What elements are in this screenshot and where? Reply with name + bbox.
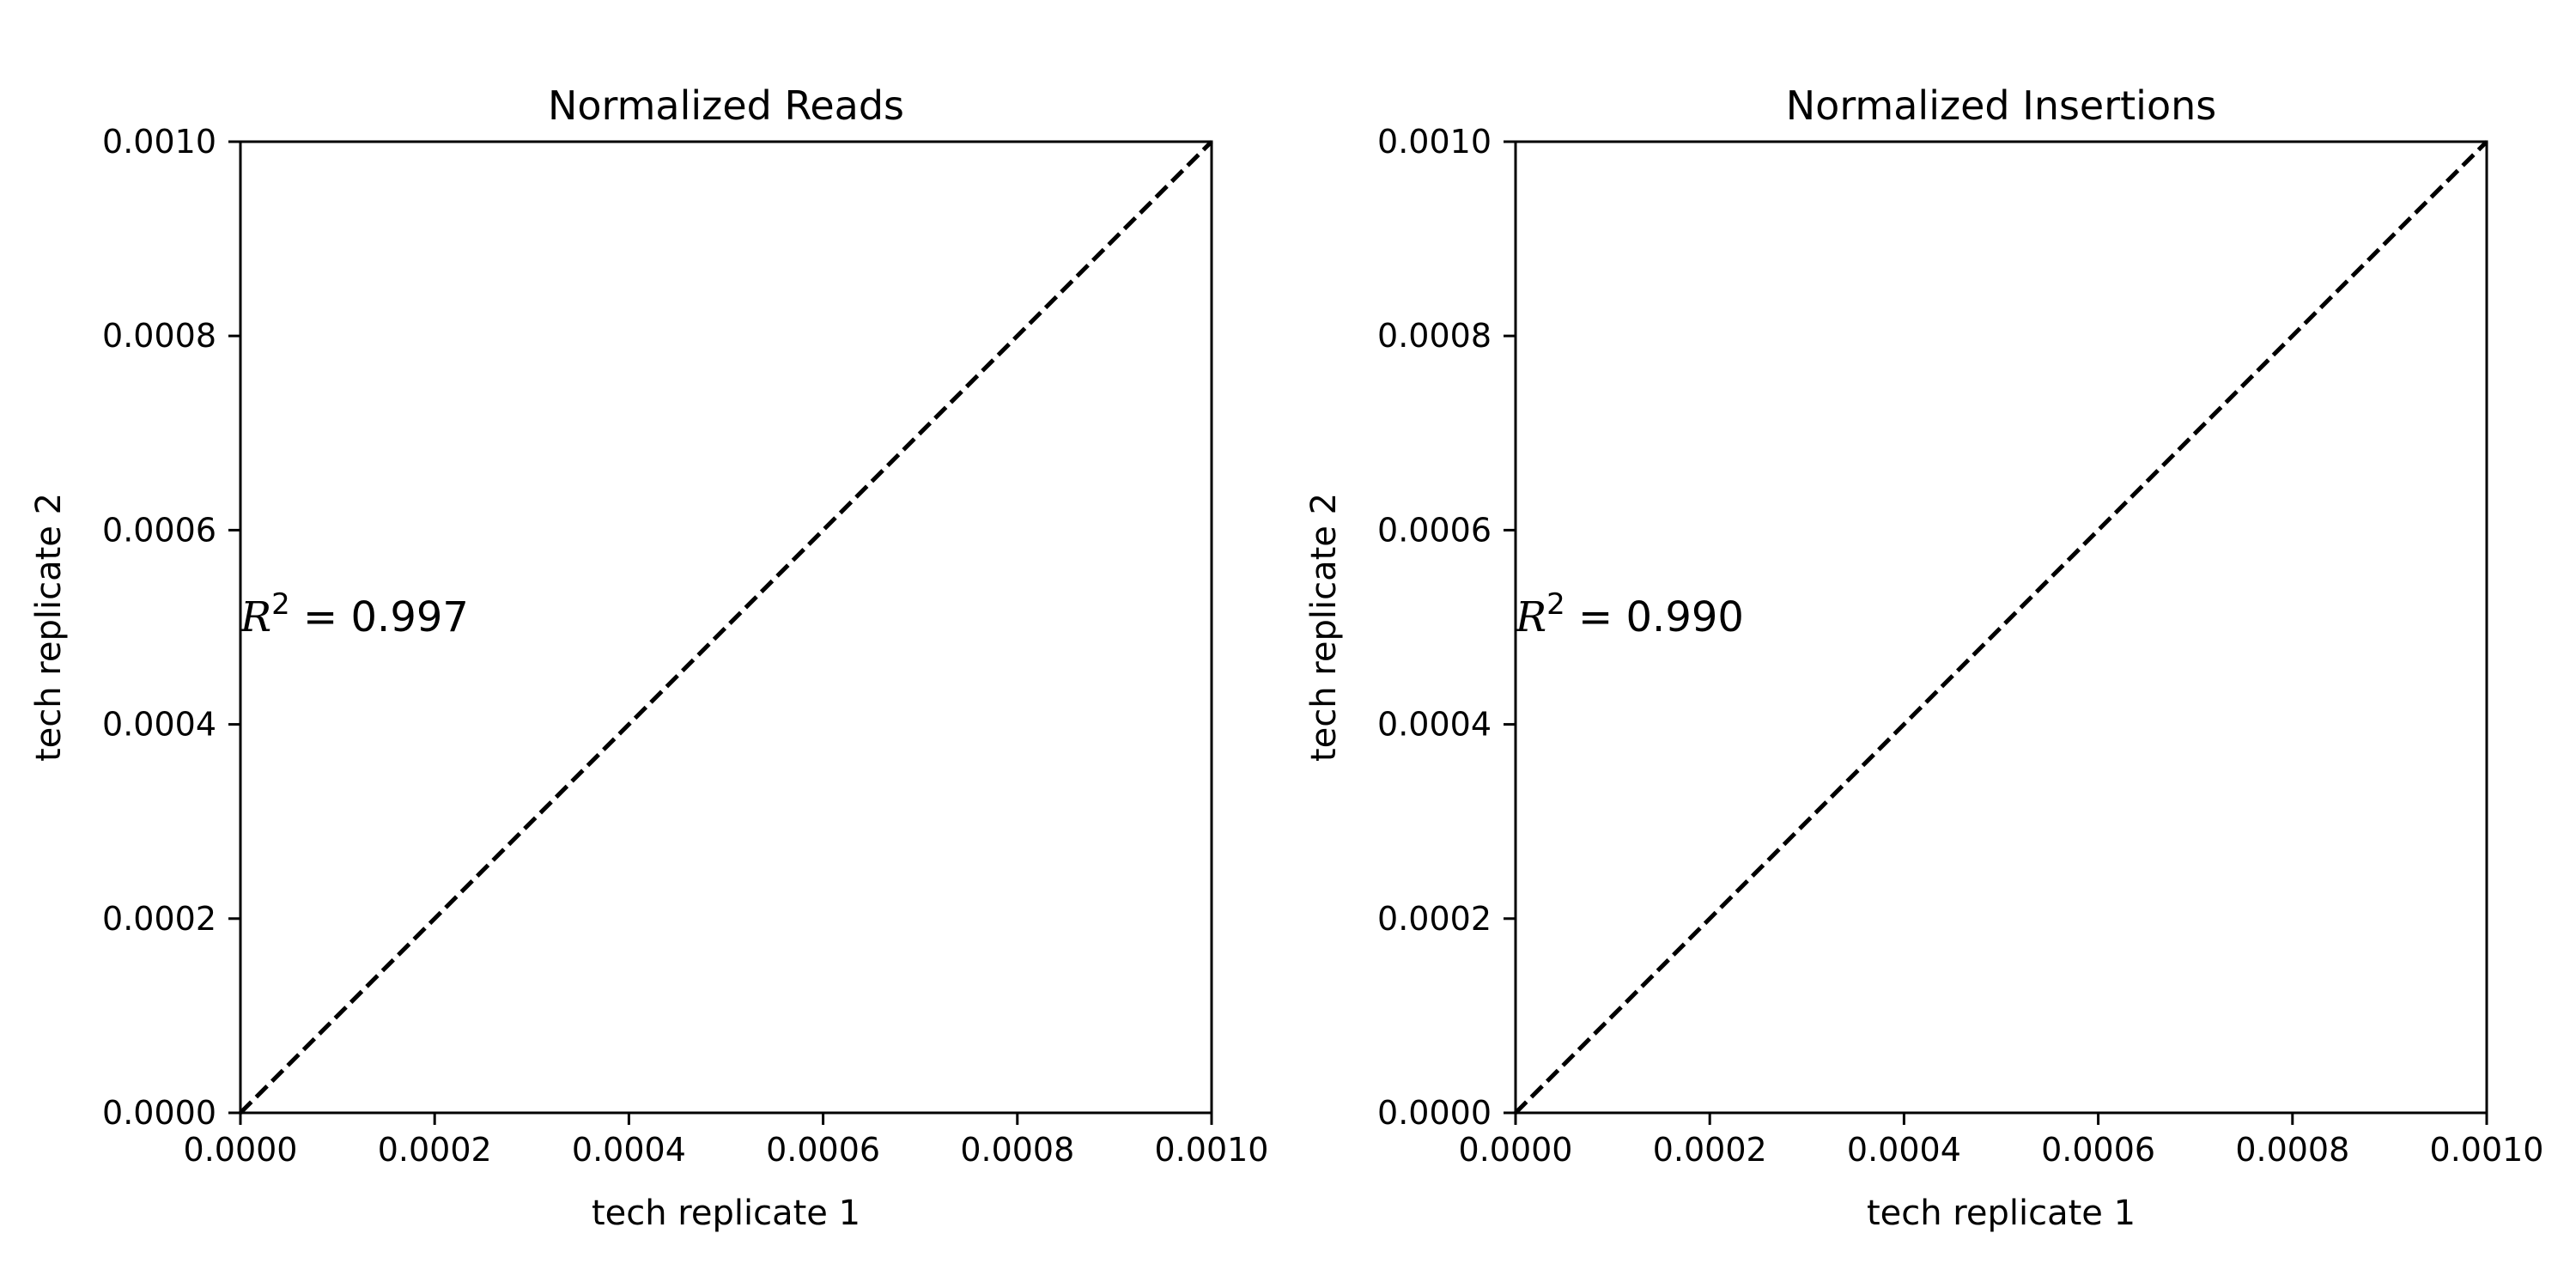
x-tick-label: 0.0004 xyxy=(1847,1131,1961,1169)
panel-normalized-reads: 0.0000 0.0002 0.0004 0.0006 0.0008 0.0010 0.00… xyxy=(29,82,1268,1233)
series-line-0 xyxy=(239,140,1213,1115)
plot-frame xyxy=(239,140,1213,1115)
y-tick-label: 0.0010 xyxy=(1377,123,1492,161)
y-tick-label: 0.0010 xyxy=(102,123,216,161)
y-tick-label: 0.0002 xyxy=(102,900,216,938)
y-tick-label: 0.0002 xyxy=(1377,900,1492,938)
y-tick-label: 0.0000 xyxy=(102,1094,216,1132)
panel-normalized-insertions: 0.0000 0.0002 0.0004 0.0006 0.0008 0.0010 0.00… xyxy=(1304,82,2543,1233)
y-tick-label: 0.0008 xyxy=(1377,317,1492,355)
x-tick-label: 0.0010 xyxy=(1155,1131,1269,1169)
chart-title: Normalized Insertions xyxy=(1786,82,2216,129)
x-tick-label: 0.0000 xyxy=(184,1131,298,1169)
x-tick-label: 0.0000 xyxy=(1459,1131,1573,1169)
y-tick-label: 0.0004 xyxy=(102,706,216,744)
x-tick-label: 0.0004 xyxy=(572,1131,686,1169)
y-axis-label: tech replicate 2 xyxy=(29,493,69,762)
x-tick-label: 0.0010 xyxy=(2430,1131,2544,1169)
chart-title: Normalized Reads xyxy=(548,82,904,129)
x-axis-label: tech replicate 1 xyxy=(592,1194,860,1233)
x-tick-label: 0.0002 xyxy=(378,1131,492,1169)
x-axis-label: tech replicate 1 xyxy=(1867,1194,2136,1233)
y-axis-label: tech replicate 2 xyxy=(1304,493,1344,762)
x-tick-label: 0.0006 xyxy=(2041,1131,2155,1169)
y-tick-label: 0.0008 xyxy=(102,317,216,355)
y-tick-label: 0.0006 xyxy=(1377,511,1492,549)
r-squared-annotation: R2 = 0.997 xyxy=(240,587,469,641)
plot-frame xyxy=(1514,140,2488,1115)
x-tick-label: 0.0002 xyxy=(1653,1131,1767,1169)
x-tick-label: 0.0006 xyxy=(766,1131,880,1169)
r-squared-annotation: R2 = 0.990 xyxy=(1515,587,1744,641)
y-tick-label: 0.0000 xyxy=(1377,1094,1492,1132)
x-tick-label: 0.0008 xyxy=(2235,1131,2349,1169)
series-line-0 xyxy=(1514,140,2488,1115)
y-tick-label: 0.0004 xyxy=(1377,706,1492,744)
x-tick-label: 0.0008 xyxy=(960,1131,1074,1169)
y-tick-label: 0.0006 xyxy=(102,511,216,549)
